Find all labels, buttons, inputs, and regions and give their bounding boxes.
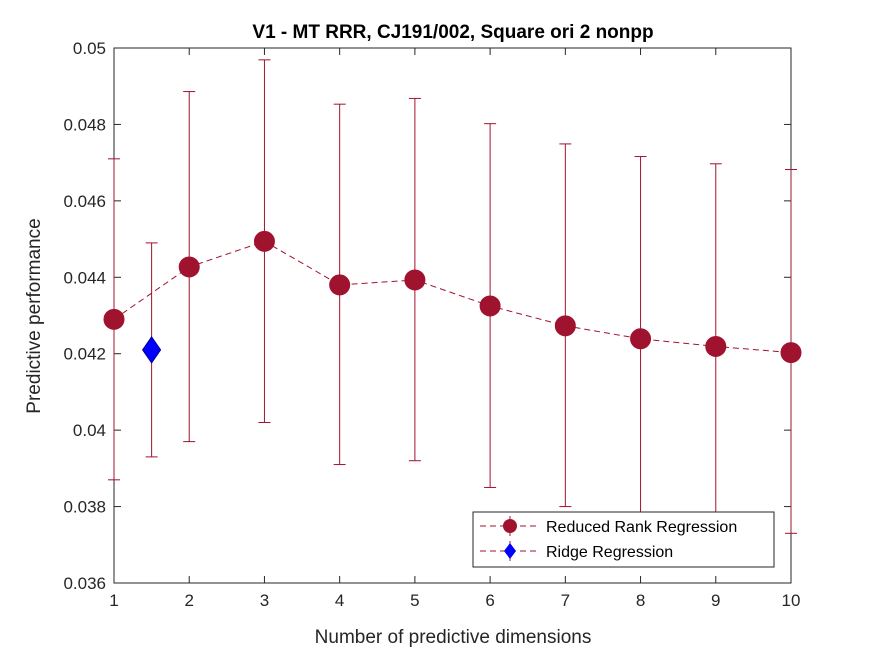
- x-tick-label: 2: [184, 591, 193, 610]
- series-lines: [113, 240, 792, 354]
- data-point: [329, 274, 351, 296]
- x-tick-label: 8: [636, 591, 645, 610]
- x-tick-label: 10: [782, 591, 801, 610]
- legend-label: Ridge Regression: [546, 544, 673, 561]
- plot-frame: [113, 47, 792, 584]
- y-tick-label: 0.05: [73, 39, 106, 58]
- chart-title: V1 - MT RRR, CJ191/002, Square ori 2 non…: [252, 22, 653, 43]
- data-point: [630, 328, 652, 350]
- x-tick-label: 5: [410, 591, 419, 610]
- data-point: [178, 256, 200, 278]
- legend-marker: [503, 519, 517, 533]
- data-point: [780, 342, 802, 364]
- y-tick-label: 0.044: [63, 268, 106, 287]
- legend: Reduced Rank Regression Ridge Regression: [472, 511, 775, 568]
- data-point: [705, 335, 727, 357]
- x-tick-label: 9: [711, 591, 720, 610]
- y-tick-label: 0.038: [63, 498, 106, 517]
- plot-area: [113, 47, 792, 584]
- data-point: [142, 336, 162, 364]
- data-point: [404, 269, 426, 291]
- x-tick-label: 1: [109, 591, 118, 610]
- x-tick-label: 6: [485, 591, 494, 610]
- data-point: [554, 315, 576, 337]
- y-tick-label: 0.04: [73, 421, 106, 440]
- legend-box: [472, 511, 775, 568]
- x-tick-label: 4: [335, 591, 344, 610]
- x-axis-label: Number of predictive dimensions: [315, 627, 592, 648]
- x-tick-label: 7: [561, 591, 570, 610]
- y-tick-label: 0.046: [63, 192, 106, 211]
- series-line: [113, 240, 792, 354]
- y-tick-label: 0.042: [63, 345, 106, 364]
- y-tick-label: 0.048: [63, 115, 106, 134]
- data-markers: [103, 230, 802, 364]
- y-axis-label: Predictive performance: [24, 218, 45, 413]
- x-tick-label: 3: [260, 591, 269, 610]
- legend-marker: [504, 543, 516, 559]
- axis-ticks: 1 2 3 4 5 6 7 8 9 10 0.036 0.038 0.04 0.042 0.044 0.046…: [63, 39, 800, 610]
- data-point: [103, 308, 125, 330]
- data-point: [253, 230, 275, 252]
- legend-label: Reduced Rank Regression: [546, 519, 737, 536]
- data-point: [479, 295, 501, 317]
- y-tick-label: 0.036: [63, 574, 106, 593]
